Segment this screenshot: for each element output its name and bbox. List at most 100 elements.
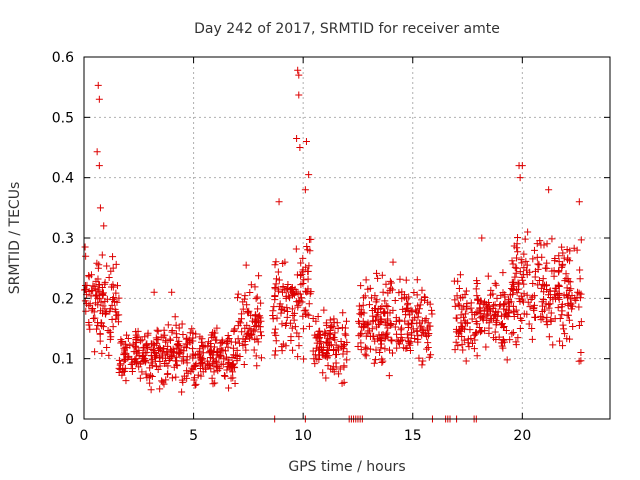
data-point bbox=[508, 330, 516, 338]
data-point bbox=[558, 311, 566, 319]
data-point bbox=[330, 346, 338, 354]
data-point bbox=[233, 346, 241, 354]
data-point bbox=[491, 301, 499, 309]
data-point bbox=[342, 331, 350, 339]
data-point bbox=[198, 335, 206, 343]
data-point bbox=[459, 313, 467, 321]
data-point bbox=[535, 261, 543, 269]
data-point bbox=[201, 342, 209, 350]
data-point bbox=[516, 298, 524, 306]
data-point bbox=[93, 325, 101, 333]
data-point bbox=[466, 326, 474, 334]
data-point bbox=[378, 355, 386, 363]
data-point bbox=[94, 264, 102, 272]
data-point bbox=[156, 385, 164, 393]
data-point bbox=[241, 341, 249, 349]
data-point bbox=[270, 303, 278, 311]
data-point bbox=[365, 301, 373, 309]
data-point bbox=[123, 331, 131, 339]
data-point bbox=[424, 344, 432, 352]
data-point bbox=[101, 310, 109, 318]
data-point bbox=[132, 331, 140, 339]
data-point bbox=[381, 309, 389, 317]
data-point bbox=[534, 265, 542, 273]
data-point bbox=[543, 240, 551, 248]
data-point bbox=[205, 361, 213, 369]
data-point bbox=[196, 347, 204, 355]
data-point bbox=[152, 334, 160, 342]
data-point bbox=[361, 350, 369, 358]
data-point bbox=[108, 301, 116, 309]
data-point bbox=[173, 361, 181, 369]
data-point bbox=[294, 303, 302, 311]
data-point bbox=[250, 346, 258, 354]
data-point bbox=[96, 307, 104, 315]
data-point bbox=[564, 256, 572, 264]
data-point bbox=[188, 325, 196, 333]
data-point bbox=[577, 236, 585, 244]
data-point bbox=[136, 337, 144, 345]
data-point bbox=[540, 241, 548, 249]
data-point bbox=[295, 71, 303, 79]
data-point bbox=[489, 290, 497, 298]
data-point bbox=[472, 285, 480, 293]
data-point bbox=[105, 351, 113, 359]
data-point bbox=[549, 341, 557, 349]
data-point bbox=[358, 330, 366, 338]
data-point bbox=[191, 351, 199, 359]
data-point bbox=[395, 338, 403, 346]
data-point bbox=[560, 254, 568, 262]
data-point bbox=[217, 352, 225, 360]
data-point bbox=[177, 346, 185, 354]
data-point bbox=[517, 256, 525, 264]
data-point bbox=[113, 298, 121, 306]
data-point bbox=[363, 345, 371, 353]
data-point bbox=[418, 361, 426, 369]
chart-title: Day 242 of 2017, SRMTID for receiver amt… bbox=[194, 21, 500, 37]
data-point bbox=[483, 303, 491, 311]
data-point bbox=[370, 359, 378, 367]
data-point bbox=[362, 276, 370, 284]
data-point bbox=[322, 329, 330, 337]
data-point bbox=[510, 313, 518, 321]
data-point bbox=[288, 324, 296, 332]
data-point bbox=[319, 369, 327, 377]
data-point bbox=[521, 235, 529, 243]
data-point bbox=[573, 246, 581, 254]
data-point bbox=[210, 368, 218, 376]
data-point bbox=[555, 252, 563, 260]
data-point bbox=[485, 298, 493, 306]
data-point bbox=[501, 310, 509, 318]
data-point bbox=[112, 260, 120, 268]
data-point bbox=[207, 365, 215, 373]
data-point bbox=[356, 310, 364, 318]
data-point bbox=[477, 297, 485, 305]
data-point bbox=[295, 91, 303, 99]
data-point bbox=[471, 330, 479, 338]
data-point bbox=[341, 330, 349, 338]
data-point bbox=[208, 351, 216, 359]
data-point bbox=[148, 373, 156, 381]
data-point bbox=[305, 171, 313, 179]
data-point bbox=[180, 372, 188, 380]
data-point bbox=[244, 309, 252, 317]
data-point bbox=[106, 328, 114, 336]
data-point bbox=[363, 321, 371, 329]
data-point bbox=[516, 314, 524, 322]
data-point bbox=[546, 287, 554, 295]
data-point bbox=[328, 322, 336, 330]
data-point bbox=[473, 279, 481, 287]
data-point bbox=[469, 339, 477, 347]
data-point bbox=[278, 343, 286, 351]
data-point bbox=[298, 270, 306, 278]
data-point bbox=[326, 316, 334, 324]
data-point bbox=[299, 254, 307, 262]
data-point bbox=[386, 309, 394, 317]
data-point bbox=[305, 300, 313, 308]
data-point bbox=[302, 263, 310, 271]
data-point bbox=[101, 278, 109, 286]
data-point bbox=[292, 245, 300, 253]
y-tick-labels: 0 0.1 0.2 0.3 0.4 0.5 0.6 bbox=[52, 50, 74, 428]
data-point bbox=[153, 326, 161, 334]
data-point bbox=[413, 291, 421, 299]
